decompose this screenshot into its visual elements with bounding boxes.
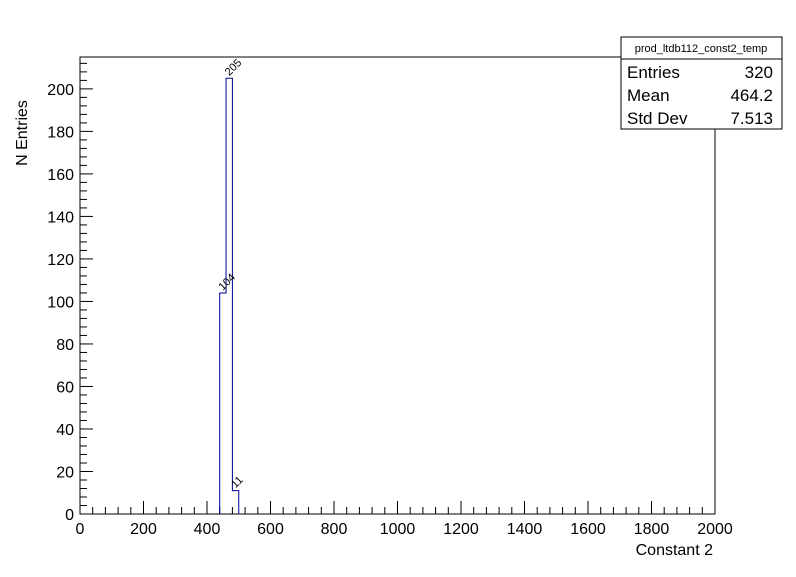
x-tick-label: 1400 [507,521,543,538]
x-tick-label: 800 [321,521,348,538]
y-tick-label: 80 [56,337,74,354]
x-tick-label: 0 [76,521,85,538]
stats-mean-label: Mean [627,86,670,105]
plot-frame [79,56,716,515]
y-tick-label: 140 [47,209,74,226]
stats-entries-value: 320 [745,63,773,82]
x-tick-label: 400 [194,521,221,538]
histogram-bin [232,491,238,514]
stats-box: prod_ltdb112_const2_temp Entries 320 Mea… [620,36,783,130]
y-tick-label: 20 [56,464,74,481]
bin-count-label: 205 [223,57,244,78]
y-tick-label: 60 [56,379,74,396]
histogram-bin [226,78,232,514]
histogram-bin [220,293,226,514]
y-tick-label: 180 [47,124,74,141]
x-tick-label: 200 [130,521,157,538]
stats-entries-label: Entries [627,63,680,82]
y-tick-label: 0 [65,507,74,524]
y-tick-label: 100 [47,294,74,311]
stats-stddev-label: Std Dev [627,109,688,128]
histogram-outline [219,77,240,514]
x-tick-label: 1200 [443,521,479,538]
x-tick-label: 1600 [570,521,606,538]
stats-mean-value: 464.2 [730,86,773,105]
y-tick-label: 200 [47,82,74,99]
y-tick-label: 160 [47,167,74,184]
x-axis-label: Constant 2 [636,542,713,559]
x-tick-label: 1000 [380,521,416,538]
y-tick-label: 120 [47,252,74,269]
x-tick-label: 1800 [634,521,670,538]
x-tick-label: 600 [257,521,284,538]
stats-stddev-value: 7.513 [730,109,773,128]
y-tick-label: 40 [56,422,74,439]
y-axis-label: N Entries [14,100,31,166]
x-tick-label: 2000 [697,521,733,538]
stats-box-title: prod_ltdb112_const2_temp [635,43,768,55]
